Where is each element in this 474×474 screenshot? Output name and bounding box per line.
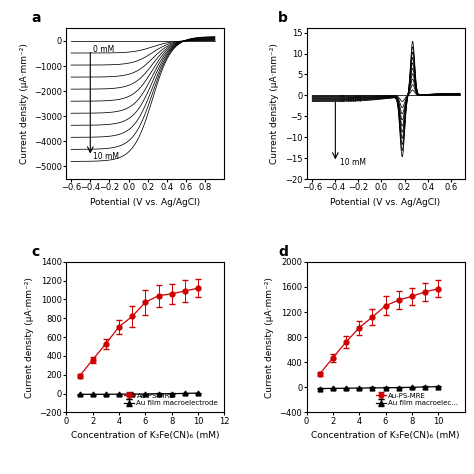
Text: d: d [278,245,288,259]
X-axis label: Potential (V vs. Ag/AgCl): Potential (V vs. Ag/AgCl) [330,198,440,207]
Y-axis label: Current density (μA·mm⁻²): Current density (μA·mm⁻²) [270,43,279,164]
Text: c: c [32,245,40,259]
Text: 10 mM: 10 mM [340,158,366,167]
Y-axis label: Current density (μA·mm⁻²): Current density (μA·mm⁻²) [19,43,28,164]
Y-axis label: Current density (μA·mm⁻²): Current density (μA·mm⁻²) [25,277,34,398]
Text: 10 mM: 10 mM [93,152,119,161]
Legend: Au-PS-MRE, Au film macroelec...: Au-PS-MRE, Au film macroelec... [373,390,461,409]
Text: b: b [278,11,288,26]
Legend: Au-PS-MRE, Au film macroelectrode: Au-PS-MRE, Au film macroelectrode [121,390,221,409]
X-axis label: Concentration of K₃Fe(CN)₆ (mM): Concentration of K₃Fe(CN)₆ (mM) [311,431,460,440]
Text: 0 mM: 0 mM [340,95,361,104]
Text: a: a [32,11,41,26]
Y-axis label: Current density (μA·mm⁻²): Current density (μA·mm⁻²) [265,277,274,398]
X-axis label: Potential (V vs. Ag/AgCl): Potential (V vs. Ag/AgCl) [91,198,201,207]
X-axis label: Concentration of K₃Fe(CN)₆ (mM): Concentration of K₃Fe(CN)₆ (mM) [71,431,219,440]
Text: 0 mM: 0 mM [93,46,114,54]
